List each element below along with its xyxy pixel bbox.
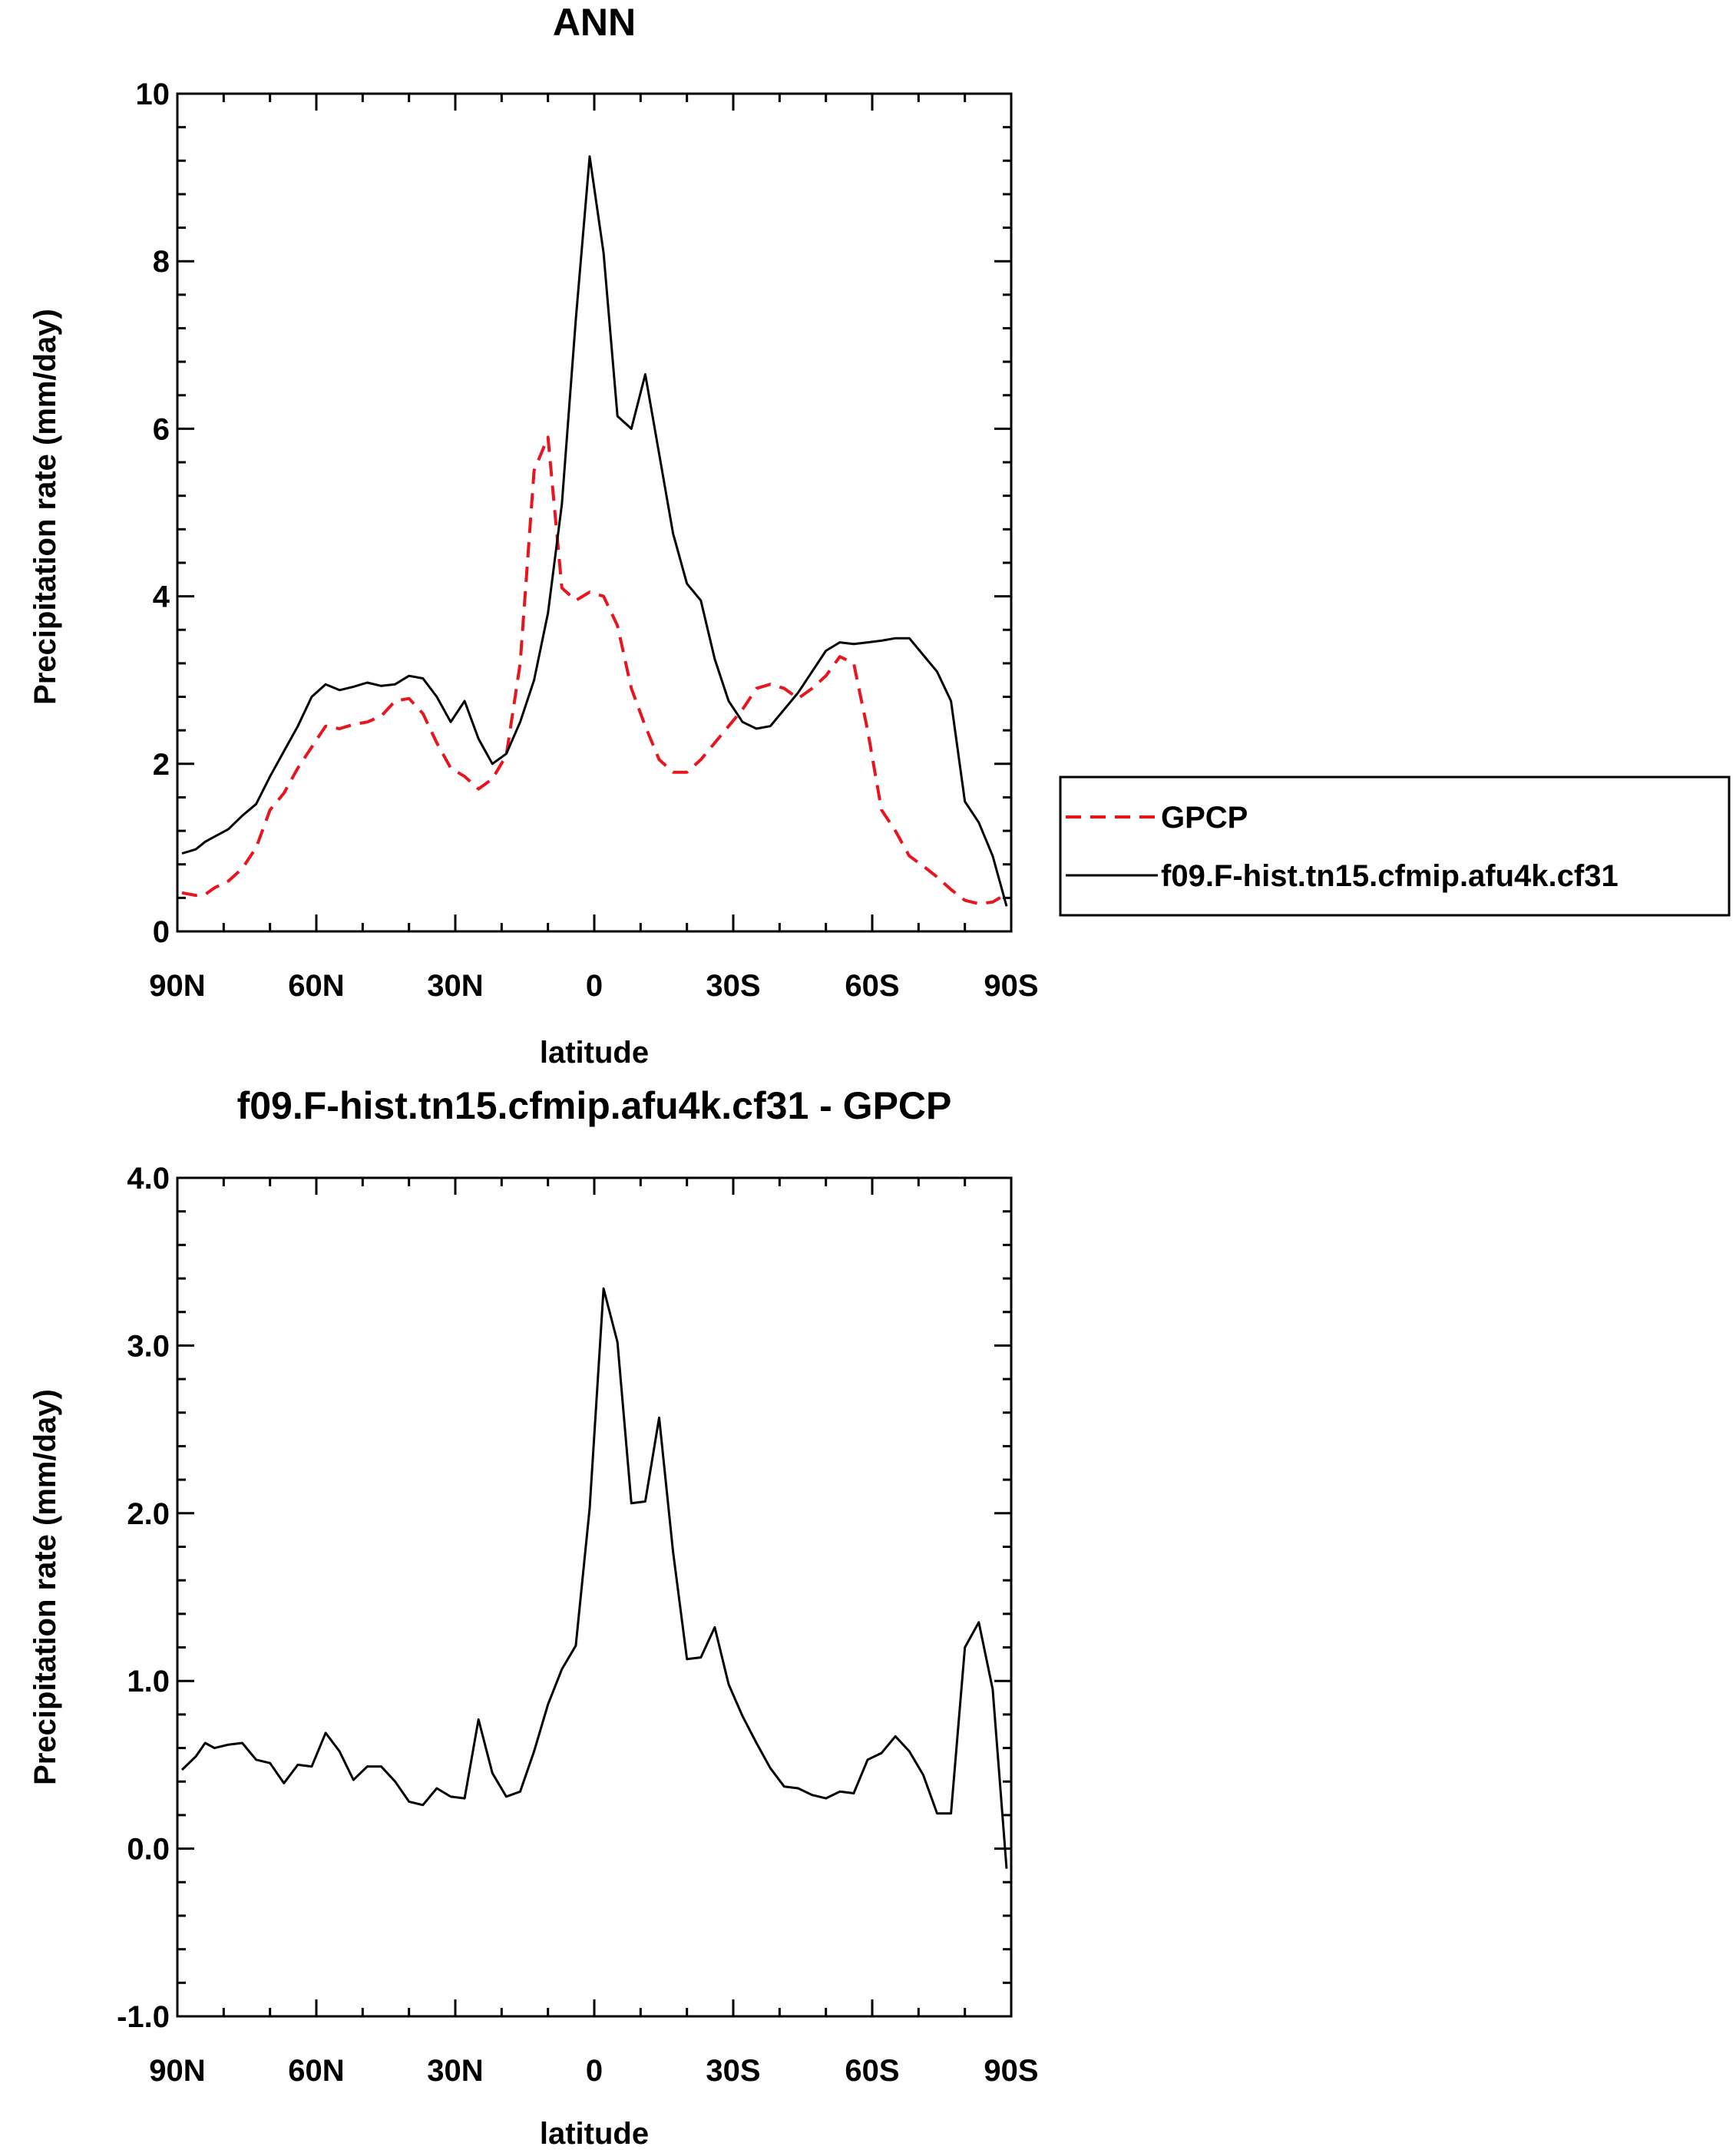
x-tick-label: 60N [288, 2054, 344, 2088]
series-line-1 [181, 155, 1008, 907]
x-tick-label: 60S [845, 969, 899, 1003]
y-tick-label: 6 [153, 412, 170, 446]
y-tick-label: 2.0 [127, 1497, 170, 1531]
x-tick-label: 60N [288, 969, 344, 1003]
legend: GPCP f09.F-hist.tn15.cfmip.afu4k.cf31 [1059, 776, 1731, 917]
y-tick-label: 4 [153, 580, 170, 614]
top-axes: 90N 60N 30N 0 30S 60S 90S 0 2 4 6 8 10 [136, 78, 1039, 1003]
y-tick-label: 0 [153, 915, 170, 949]
top-chart-title: ANN [553, 1, 636, 44]
top-y-axis-label: Precipitation rate (mm/day) [28, 309, 62, 705]
x-tick-label: 30S [706, 969, 760, 1003]
top-panel: ANN 90N 60N 30N 0 30S 60S 90S 0 2 4 6 8 10 Precipita… [28, 1, 1039, 1070]
y-tick-label: -1.0 [117, 2000, 170, 2034]
bottom-chart-title: f09.F-hist.tn15.cfmip.afu4k.cf31 - GPCP [237, 1084, 952, 1127]
legend-box [1059, 776, 1731, 917]
bottom-axes: 90N 60N 30N 0 30S 60S 90S -1.0 0.0 1.0 2.0 3.0 4.0 [117, 1162, 1039, 2088]
x-tick-label: 30N [427, 2054, 483, 2088]
bottom-panel: f09.F-hist.tn15.cfmip.afu4k.cf31 - GPCP … [28, 1084, 1039, 2151]
x-tick-label: 0 [586, 969, 603, 1003]
x-tick-label: 0 [586, 2054, 603, 2088]
x-tick-label: 90N [149, 2054, 205, 2088]
y-tick-label: 2 [153, 748, 170, 782]
x-tick-label: 90N [149, 969, 205, 1003]
x-tick-label: 30S [706, 2054, 760, 2088]
plot-frame [176, 1176, 1013, 2018]
top-x-axis-label: latitude [540, 1036, 649, 1070]
y-tick-label: 0.0 [127, 1833, 170, 1867]
y-tick-label: 4.0 [127, 1162, 170, 1196]
bottom-y-axis-label: Precipitation rate (mm/day) [28, 1389, 62, 1785]
x-tick-label: 60S [845, 2054, 899, 2088]
series-line-0 [181, 435, 1008, 905]
y-tick-label: 1.0 [127, 1665, 170, 1698]
x-tick-label: 30N [427, 969, 483, 1003]
bottom-x-axis-label: latitude [540, 2117, 649, 2151]
y-tick-label: 10 [136, 78, 170, 111]
y-tick-label: 3.0 [127, 1329, 170, 1363]
y-tick-label: 8 [153, 245, 170, 279]
legend-label-gpcp: GPCP [1161, 801, 1248, 835]
legend-label-model: f09.F-hist.tn15.cfmip.afu4k.cf31 [1161, 859, 1619, 893]
x-tick-label: 90S [984, 2054, 1038, 2088]
plot-frame [176, 92, 1013, 933]
x-tick-label: 90S [984, 969, 1038, 1003]
series-line-0 [180, 1287, 1008, 1869]
